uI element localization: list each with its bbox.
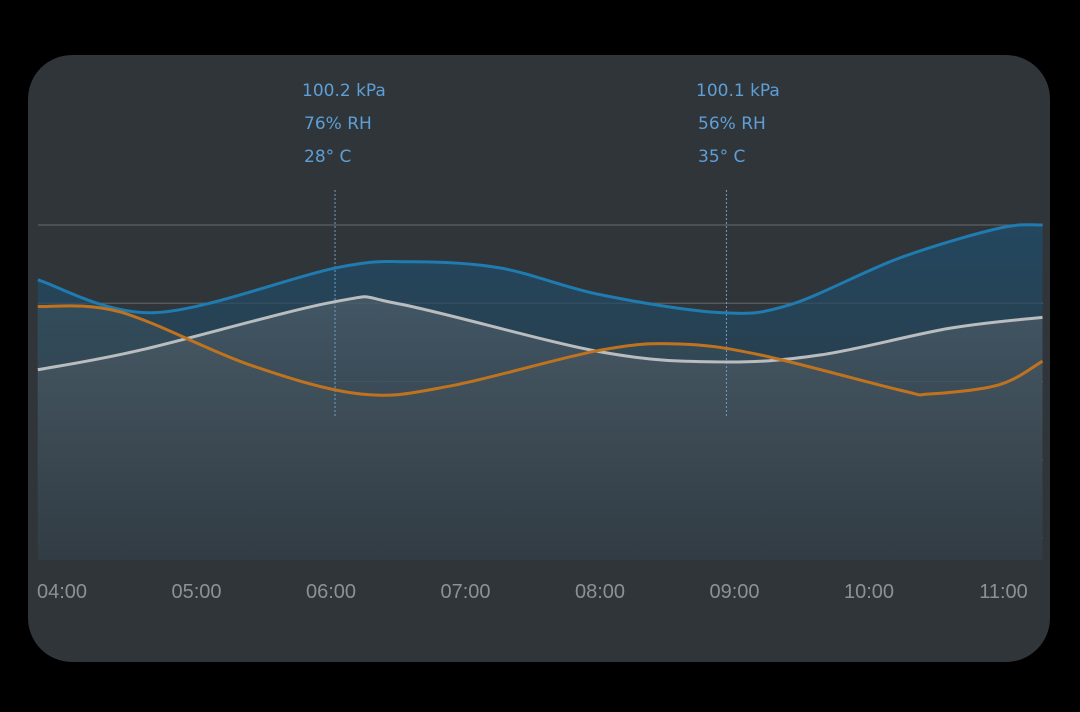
- annotation-0856: 100.1 kPa 56% RH 35° C: [696, 75, 780, 174]
- annotation-pressure: 100.1 kPa: [696, 81, 780, 101]
- x-tick-label: 11:00: [979, 581, 1028, 603]
- x-tick-label: 09:00: [709, 581, 759, 603]
- x-tick-label: 06:00: [306, 581, 356, 603]
- annotation-humidity: 76% RH: [304, 114, 372, 134]
- x-tick-label: 10:00: [844, 581, 894, 603]
- line-temperature: [37, 304, 1044, 397]
- annotation-temperature: 28° C: [304, 147, 352, 167]
- annotation-humidity: 56% RH: [698, 114, 766, 134]
- chart-card: 04:00 05:00 06:00 07:00 08:00 09:00 10:00 11:00…: [28, 55, 1050, 662]
- x-tick-label: 05:00: [171, 581, 221, 603]
- line-humidity: [37, 295, 1043, 372]
- x-tick-label: 04:00: [37, 581, 87, 603]
- line-pressure: [37, 223, 1043, 315]
- x-tick-label: 08:00: [575, 581, 625, 603]
- x-tick-label: 07:00: [440, 581, 490, 603]
- annotation-temperature: 35° C: [698, 147, 746, 167]
- weather-chart: 04:00 05:00 06:00 07:00 08:00 09:00 10:00 11:00: [37, 190, 1044, 603]
- annotation-pressure: 100.2 kPa: [302, 81, 386, 101]
- annotation-0606: 100.2 kPa 76% RH 28° C: [302, 75, 386, 174]
